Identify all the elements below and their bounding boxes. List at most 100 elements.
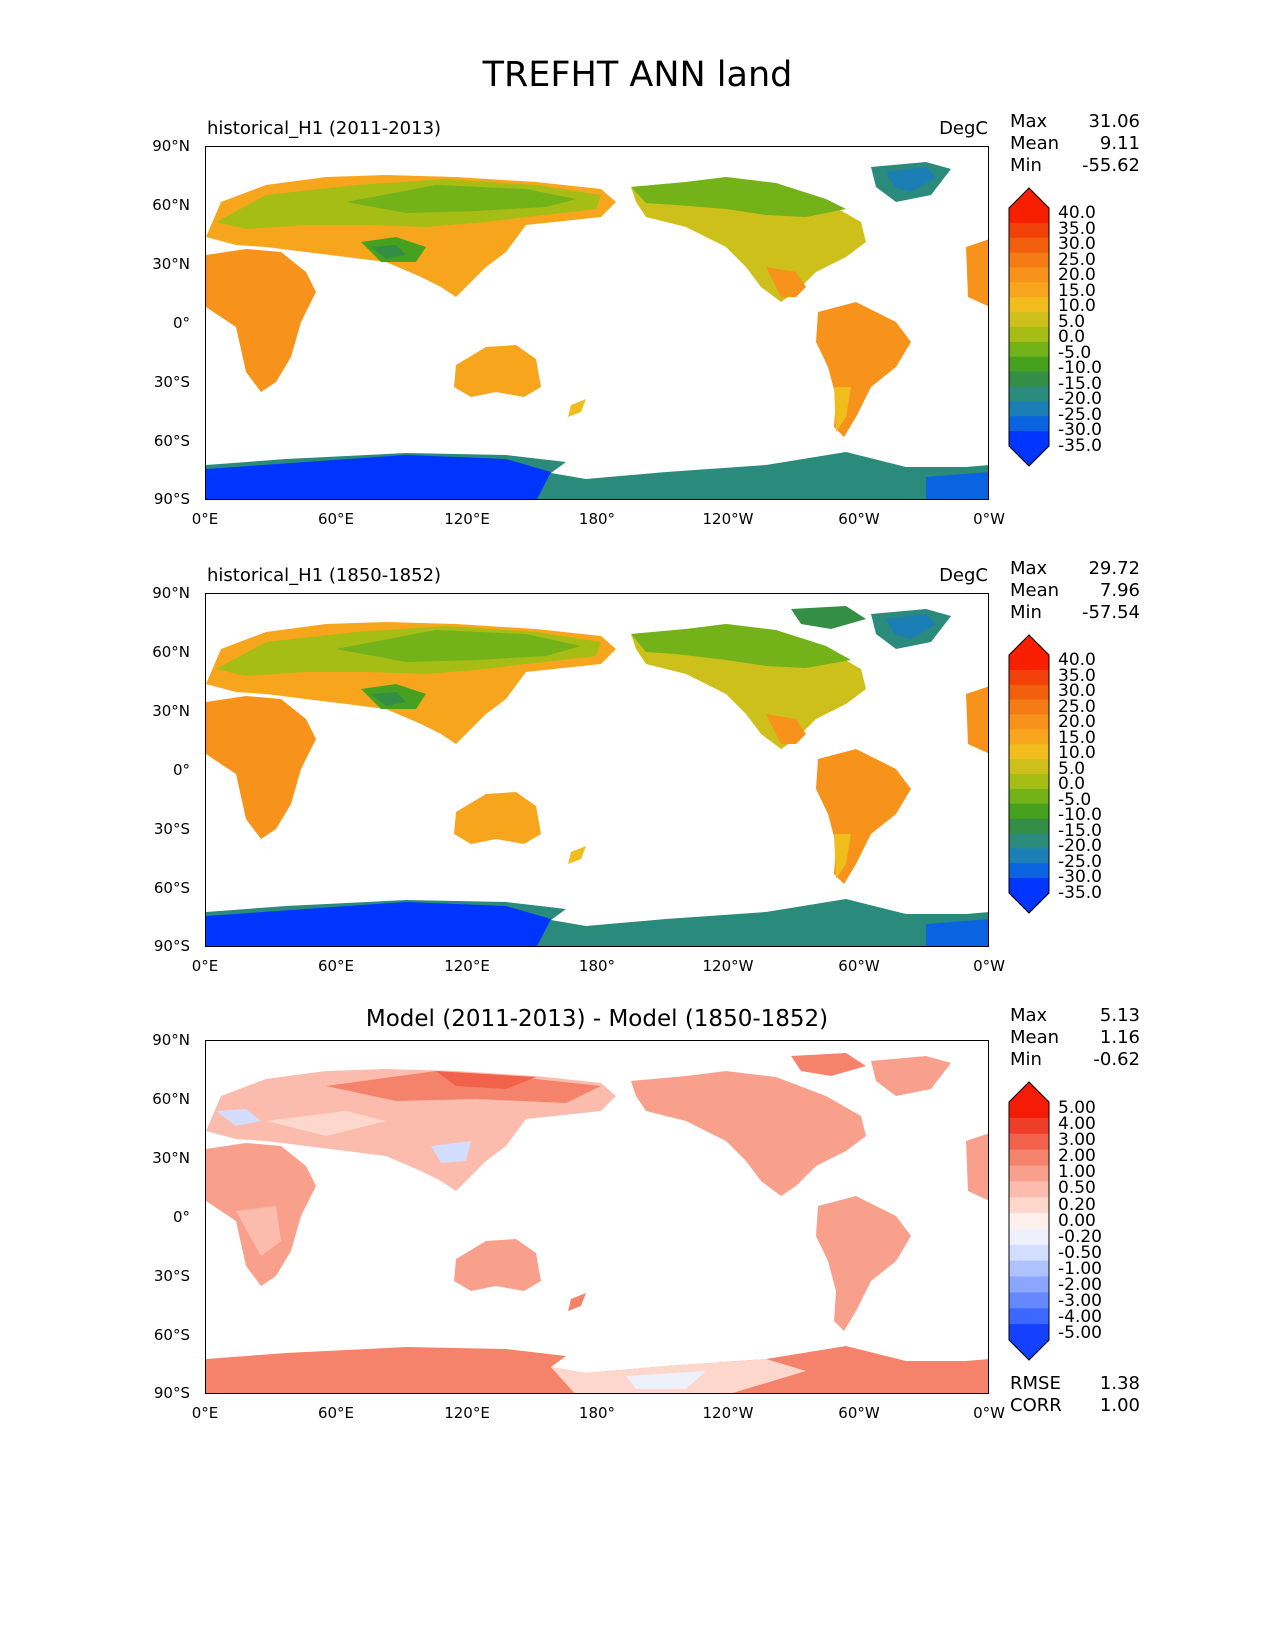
- colorbar-swatch: [1009, 1181, 1049, 1198]
- colorbar-swatch: [1009, 788, 1049, 805]
- stat-mean-label: Mean: [1010, 580, 1060, 601]
- stat-max-value: 31.06: [1088, 111, 1140, 132]
- colorbar-level-label: 20.0: [1058, 712, 1096, 732]
- colorbar-swatch: [1009, 431, 1049, 447]
- colorbar-swatch: [1009, 252, 1049, 268]
- panel-1-map: [205, 146, 989, 500]
- colorbar-level-label: -25.0: [1058, 404, 1102, 425]
- colorbar-level-label: 2.00: [1058, 1146, 1096, 1167]
- land-europe-asia: [206, 622, 616, 744]
- lon-tick: 0°E: [191, 510, 219, 528]
- panel-2-stats: Max 29.72 Mean 7.96 Min -57.54: [1010, 558, 1140, 624]
- lon-tick: 0°E: [191, 1404, 219, 1422]
- colorbar-level-label: -15.0: [1058, 820, 1102, 841]
- colorbar-level-label: -5.0: [1058, 789, 1092, 810]
- colorbar-swatch: [1009, 774, 1049, 790]
- lat-tick: 30°S: [153, 373, 190, 391]
- stat-mean-label: Mean: [1010, 133, 1060, 154]
- lat-tick: 60°N: [152, 196, 190, 214]
- colorbar-swatch: [1009, 312, 1049, 328]
- colorbar-level-label: 0.0: [1058, 327, 1086, 347]
- figure-title: TREFHT ANN land: [482, 55, 793, 95]
- land-europe-asia: [206, 1069, 616, 1191]
- lon-tick: 60°W: [838, 1404, 880, 1422]
- colorbar-level-label: -25.0: [1058, 851, 1102, 872]
- panel-2-colorbar-labels: 40.0 35.0 30.0 25.0 20.0 15.0 10.0 5.0 0.0 -5.0 -1…: [1058, 652, 1102, 903]
- colorbar-outline: [1008, 634, 1050, 914]
- lon-tick: 180°: [578, 510, 616, 528]
- stat-mean-label: Mean: [1010, 1027, 1060, 1048]
- colorbar-level-label: 10.0: [1058, 296, 1096, 316]
- lat-tick: 90°S: [153, 490, 190, 508]
- colorbar-level-label: 5.00: [1058, 1098, 1096, 1118]
- colorbar-level-label: -5.0: [1058, 342, 1092, 363]
- panel-1-colorbar-labels: 40.0 35.0 30.0 25.0 20.0 15.0 10.0 5.0 0.0 -5.0 -1…: [1058, 205, 1102, 456]
- land-north-america: [631, 1053, 951, 1196]
- land-australia: [454, 1239, 586, 1311]
- land-south-america: [816, 302, 911, 437]
- stat-max-value: 29.72: [1088, 558, 1140, 579]
- colorbar-swatch: [1009, 1260, 1049, 1278]
- panel-2-map-svg: [206, 606, 988, 946]
- colorbar-level-label: 30.0: [1058, 681, 1096, 701]
- colorbar-swatch: [1009, 341, 1049, 358]
- colorbar-swatch: [1009, 699, 1049, 715]
- colorbar-level-label: -35.0: [1058, 882, 1102, 903]
- land-antarctica: [206, 452, 988, 499]
- colorbar-swatch: [1009, 1213, 1049, 1230]
- colorbar-swatch: [1009, 878, 1049, 894]
- colorbar-level-label: -20.0: [1058, 836, 1102, 856]
- lat-tick: 90°S: [153, 937, 190, 955]
- panel-2-label: historical_H1 (1850-1852): [207, 565, 442, 586]
- colorbar-min-cap: [1009, 893, 1049, 913]
- lon-tick: 0°E: [191, 957, 219, 975]
- colorbar-swatch: [1009, 386, 1049, 402]
- colorbar-min-cap: [1009, 446, 1049, 466]
- panel-3-colorbar-labels: 5.00 4.00 3.00 2.00 1.00 0.50 0.20 0.00 -0.20 -0.…: [1058, 1098, 1102, 1341]
- stat-max-value: 5.13: [1099, 1005, 1140, 1026]
- panel-2-colorbar: [1008, 634, 1050, 914]
- rmse-value: 1.38: [1099, 1373, 1140, 1394]
- lat-tick: 60°S: [153, 1326, 190, 1344]
- colorbar-level-label: -35.0: [1058, 435, 1102, 456]
- colorbar-swatch: [1009, 1117, 1049, 1135]
- colorbar-swatch: [1009, 1102, 1049, 1119]
- stat-min-value: -57.54: [1081, 602, 1140, 623]
- colorbar-level-label: 4.00: [1058, 1114, 1096, 1135]
- lat-tick: 60°N: [152, 1090, 190, 1108]
- colorbar-level-label: 15.0: [1058, 280, 1096, 301]
- lat-tick: 30°N: [152, 702, 190, 720]
- colorbar-swatch: [1009, 714, 1049, 730]
- lon-tick: 120°W: [702, 1404, 754, 1422]
- land-australia: [454, 345, 586, 417]
- colorbar-level-label: -0.50: [1058, 1242, 1102, 1263]
- panel-3-stats: Max 5.13 Mean 1.16 Min -0.62: [1010, 1005, 1140, 1071]
- colorbar-swatch: [1009, 1133, 1049, 1151]
- colorbar-swatch: [1009, 1324, 1049, 1341]
- colorbar-level-label: 35.0: [1058, 218, 1096, 239]
- lon-tick: 120°E: [444, 1404, 490, 1422]
- land-africa: [206, 696, 316, 839]
- lat-tick: 90°N: [152, 584, 190, 602]
- colorbar-level-label: -30.0: [1058, 420, 1102, 440]
- lon-tick: 120°W: [702, 957, 754, 975]
- stat-min-value: -0.62: [1093, 1049, 1140, 1070]
- colorbar-swatch: [1009, 237, 1049, 254]
- colorbar-swatch: [1009, 1149, 1049, 1166]
- land-antarctica: [206, 899, 988, 946]
- lat-tick: 0°: [172, 314, 190, 332]
- panel-1-label: historical_H1 (2011-2013): [207, 118, 442, 139]
- stat-min-value: -55.62: [1081, 155, 1140, 176]
- land-iceland-patch: [966, 1133, 988, 1201]
- colorbar-level-label: -10.0: [1058, 805, 1102, 825]
- colorbar-level-label: 0.50: [1058, 1178, 1096, 1199]
- stat-min-label: Min: [1010, 1049, 1042, 1070]
- lon-tick: 120°E: [444, 957, 490, 975]
- panel-3-colorbar: [1008, 1081, 1050, 1361]
- colorbar-swatch: [1009, 401, 1049, 417]
- lat-tick: 30°N: [152, 1149, 190, 1167]
- colorbar-level-label: -15.0: [1058, 373, 1102, 394]
- colorbar-swatch: [1009, 684, 1049, 701]
- lat-tick: 0°: [172, 1208, 190, 1226]
- colorbar-swatch: [1009, 1165, 1049, 1182]
